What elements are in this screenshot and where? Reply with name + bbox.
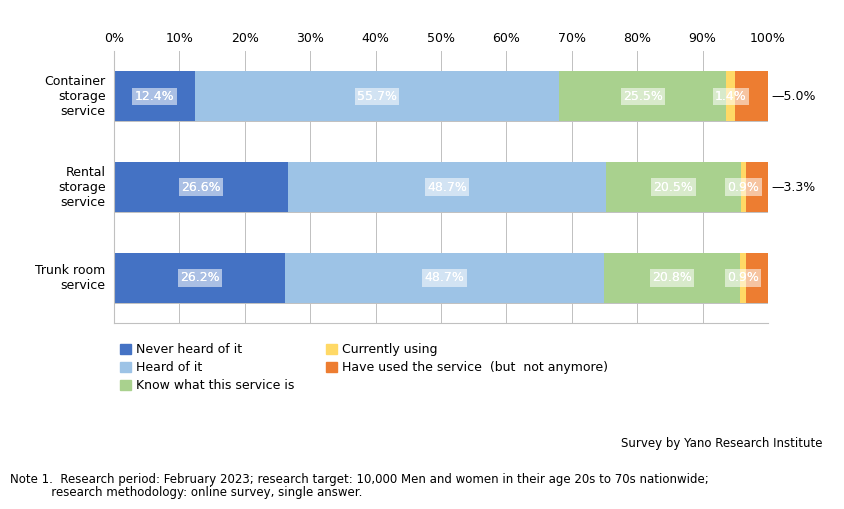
- Text: 20.8%: 20.8%: [652, 271, 692, 285]
- Text: 55.7%: 55.7%: [357, 90, 398, 103]
- Bar: [195, 71, 560, 121]
- Bar: [114, 253, 285, 303]
- Text: 0.9%: 0.9%: [728, 181, 760, 193]
- Text: 20.5%: 20.5%: [653, 181, 694, 193]
- Text: 26.2%: 26.2%: [180, 271, 219, 285]
- Text: 12.4%: 12.4%: [135, 90, 175, 103]
- Text: 26.6%: 26.6%: [181, 181, 221, 193]
- Text: 26.2%: 26.2%: [180, 271, 219, 285]
- Bar: [740, 253, 746, 303]
- Bar: [735, 71, 768, 121]
- Text: 48.7%: 48.7%: [425, 271, 464, 285]
- Bar: [726, 71, 735, 121]
- Bar: [114, 162, 288, 212]
- Bar: [740, 162, 746, 212]
- Text: Note 1.  Research period: February 2023; research target: 10,000 Men and women i: Note 1. Research period: February 2023; …: [10, 473, 709, 487]
- Text: 26.6%: 26.6%: [181, 181, 221, 193]
- Text: 0.9%: 0.9%: [728, 181, 760, 193]
- Text: 1.4%: 1.4%: [715, 90, 747, 103]
- Bar: [603, 253, 740, 303]
- Bar: [746, 253, 769, 303]
- Bar: [288, 162, 607, 212]
- Text: 25.5%: 25.5%: [623, 90, 663, 103]
- Text: 48.7%: 48.7%: [427, 181, 467, 193]
- Text: research methodology: online survey, single answer.: research methodology: online survey, sin…: [10, 486, 363, 499]
- Text: —3.5%: —3.5%: [0, 508, 1, 509]
- Text: 25.5%: 25.5%: [623, 90, 663, 103]
- Text: 12.4%: 12.4%: [135, 90, 175, 103]
- Text: 48.7%: 48.7%: [425, 271, 464, 285]
- Bar: [607, 162, 740, 212]
- Text: —3.3%: —3.3%: [771, 181, 815, 193]
- Bar: [746, 162, 768, 212]
- Text: 1.4%: 1.4%: [715, 90, 747, 103]
- Text: 0.9%: 0.9%: [727, 271, 759, 285]
- Legend: Never heard of it, Heard of it, Know what this service is, Currently using, Have: Never heard of it, Heard of it, Know wha…: [120, 343, 609, 392]
- Text: Survey by Yano Research Institute: Survey by Yano Research Institute: [621, 437, 823, 450]
- Text: 48.7%: 48.7%: [427, 181, 467, 193]
- Text: 0.9%: 0.9%: [727, 271, 759, 285]
- Text: 20.8%: 20.8%: [652, 271, 692, 285]
- Text: —5.0%: —5.0%: [771, 90, 816, 103]
- Bar: [114, 71, 195, 121]
- Bar: [560, 71, 726, 121]
- Bar: [285, 253, 603, 303]
- Text: 55.7%: 55.7%: [357, 90, 398, 103]
- Text: 20.5%: 20.5%: [653, 181, 694, 193]
